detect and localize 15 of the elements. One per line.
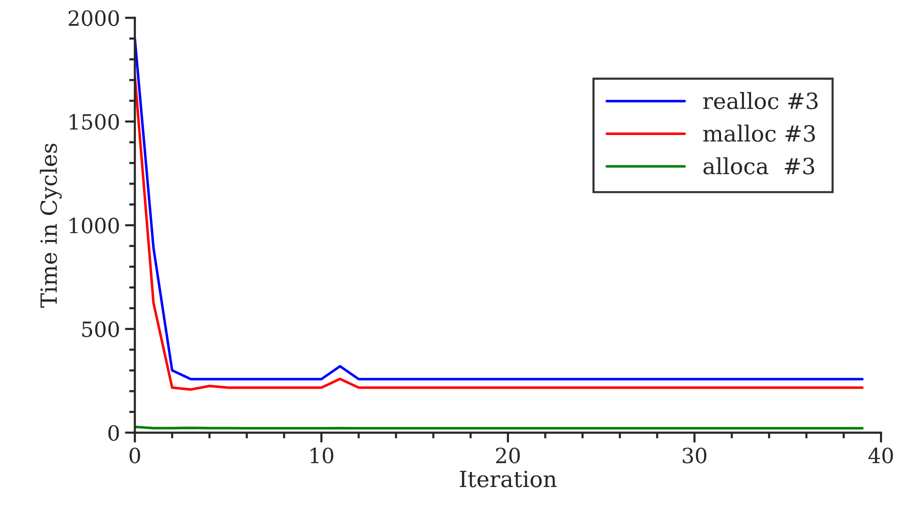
x-tick-label: 10	[310, 448, 334, 464]
legend-label: realloc #3	[703, 92, 818, 110]
y-tick-label: 0	[108, 425, 119, 441]
legend-label: alloca #3	[703, 157, 814, 174]
legend-label: malloc #3	[703, 124, 815, 142]
x-tick-label: 40	[868, 448, 893, 464]
x-tick-label: 30	[682, 448, 706, 464]
x-tick-label: 20	[496, 448, 520, 464]
x-axis-title: Iteration	[460, 470, 557, 488]
y-tick-label: 1500	[70, 114, 119, 130]
y-tick-label: 2000	[68, 10, 119, 26]
y-axis-title: Time in Cycles	[40, 144, 62, 308]
y-tick-label: 1000	[70, 218, 119, 234]
y-tick-label: 500	[82, 321, 119, 338]
x-tick-label: 0	[130, 448, 140, 464]
